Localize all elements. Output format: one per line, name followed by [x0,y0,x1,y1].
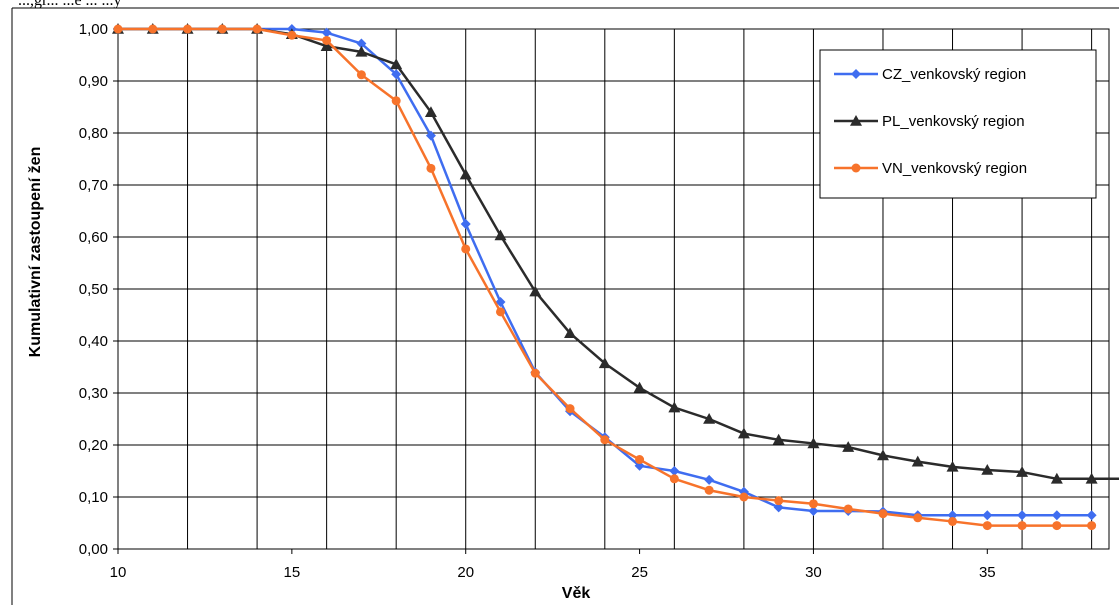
data-point-cz [773,502,784,513]
data-point-cz [808,506,819,517]
data-point-pl [703,413,716,424]
x-axis-ticks: 10 15 20 25 30 35 [110,549,996,581]
y-axis-ticks: 0,00 0,10 0,20 0,30 0,40 0,50 0,60 0,70 0,80 0,90… [79,21,118,558]
data-point-cz [356,38,367,49]
data-point-vn [982,521,992,531]
x-tick-label: 15 [284,564,301,581]
series-group [112,23,1119,531]
data-point-vn [600,435,610,445]
data-point-vn [739,492,749,502]
data-point-vn [113,24,123,34]
data-point-cz [669,466,680,476]
y-axis-title: Kumulativní zastoupení žen [27,147,44,358]
data-point-vn [635,455,645,465]
legend-marker-vn [851,163,861,173]
data-point-pl [320,40,333,51]
y-tick-label: 0,60 [79,229,108,246]
data-point-pl [564,327,577,338]
data-point-cz [391,69,402,80]
data-point-cz [982,510,993,521]
y-tick-label: 0,30 [79,385,108,402]
data-point-vn [1052,521,1062,531]
legend-label-cz: CZ_venkovský region [882,66,1026,83]
data-point-pl [529,285,542,297]
data-point-vn [426,163,436,173]
data-point-vn [322,35,332,45]
x-axis-title: Věk [562,585,591,602]
data-point-cz [1017,510,1028,521]
data-point-pl [1016,466,1029,477]
data-point-pl [842,441,855,452]
data-point-vn [843,504,853,514]
data-point-cz [704,474,715,485]
y-tick-label: 0,00 [79,541,108,558]
series-vn [113,24,1097,531]
data-point-pl [911,455,924,467]
data-point-pl [807,437,820,449]
data-point-pl [1085,472,1098,484]
data-point-vn [565,404,575,414]
data-point-vn [530,368,540,378]
data-point-vn [148,24,158,34]
data-point-pl [459,168,472,180]
data-point-vn [669,474,679,484]
data-point-cz [495,297,506,307]
data-point-vn [217,24,227,34]
y-tick-label: 0,50 [79,281,108,298]
y-tick-label: 0,90 [79,73,108,90]
data-point-cz [1086,510,1097,521]
data-point-pl [772,433,785,445]
y-tick-label: 0,80 [79,125,108,142]
data-point-cz [460,219,471,229]
data-point-vn [704,485,714,495]
data-point-pl [876,449,889,461]
data-point-pl [946,460,959,472]
x-tick-label: 30 [805,564,822,581]
data-point-cz [1051,510,1062,521]
data-point-vn [808,499,818,509]
x-tick-label: 35 [979,564,996,581]
y-tick-label: 0,10 [79,489,108,506]
data-point-pl [1050,472,1063,484]
legend-label-vn: VN_venkovský region [882,160,1027,177]
legend-marker-cz [851,69,861,79]
data-point-vn [948,516,958,526]
data-point-pl [668,401,681,413]
data-point-cz [425,130,436,141]
data-point-vn [1087,521,1097,531]
y-tick-label: 0,20 [79,437,108,454]
legend-marker-pl [850,115,862,126]
data-point-vn [495,307,505,317]
y-tick-label: 0,70 [79,177,108,194]
data-point-pl [390,58,403,70]
legend-label-pl: PL_venkovský region [882,113,1025,130]
data-point-pl [494,229,507,241]
data-point-vn [183,24,193,34]
data-point-pl [424,106,437,117]
data-point-pl [981,463,994,475]
data-point-pl [737,427,750,439]
data-point-vn [287,30,297,40]
header-fragment: ...,gr... ...e ... ...y [18,0,122,9]
data-point-vn [774,496,784,506]
data-point-pl [355,45,368,57]
data-point-vn [356,70,366,80]
data-point-vn [1017,521,1027,531]
x-tick-label: 20 [457,564,474,581]
data-point-vn [391,96,401,106]
data-point-vn [461,244,471,254]
x-tick-label: 10 [110,564,127,581]
data-point-vn [913,513,923,523]
data-point-vn [878,509,888,519]
data-point-pl [598,357,611,369]
x-tick-label: 25 [631,564,648,581]
legend: CZ_venkovský region PL_venkovský region VN… [819,49,1097,199]
data-point-vn [252,24,262,34]
data-point-cz [321,27,332,38]
data-point-pl [633,381,646,393]
y-tick-label: 0,40 [79,333,108,350]
y-tick-label: 1,00 [79,21,108,38]
